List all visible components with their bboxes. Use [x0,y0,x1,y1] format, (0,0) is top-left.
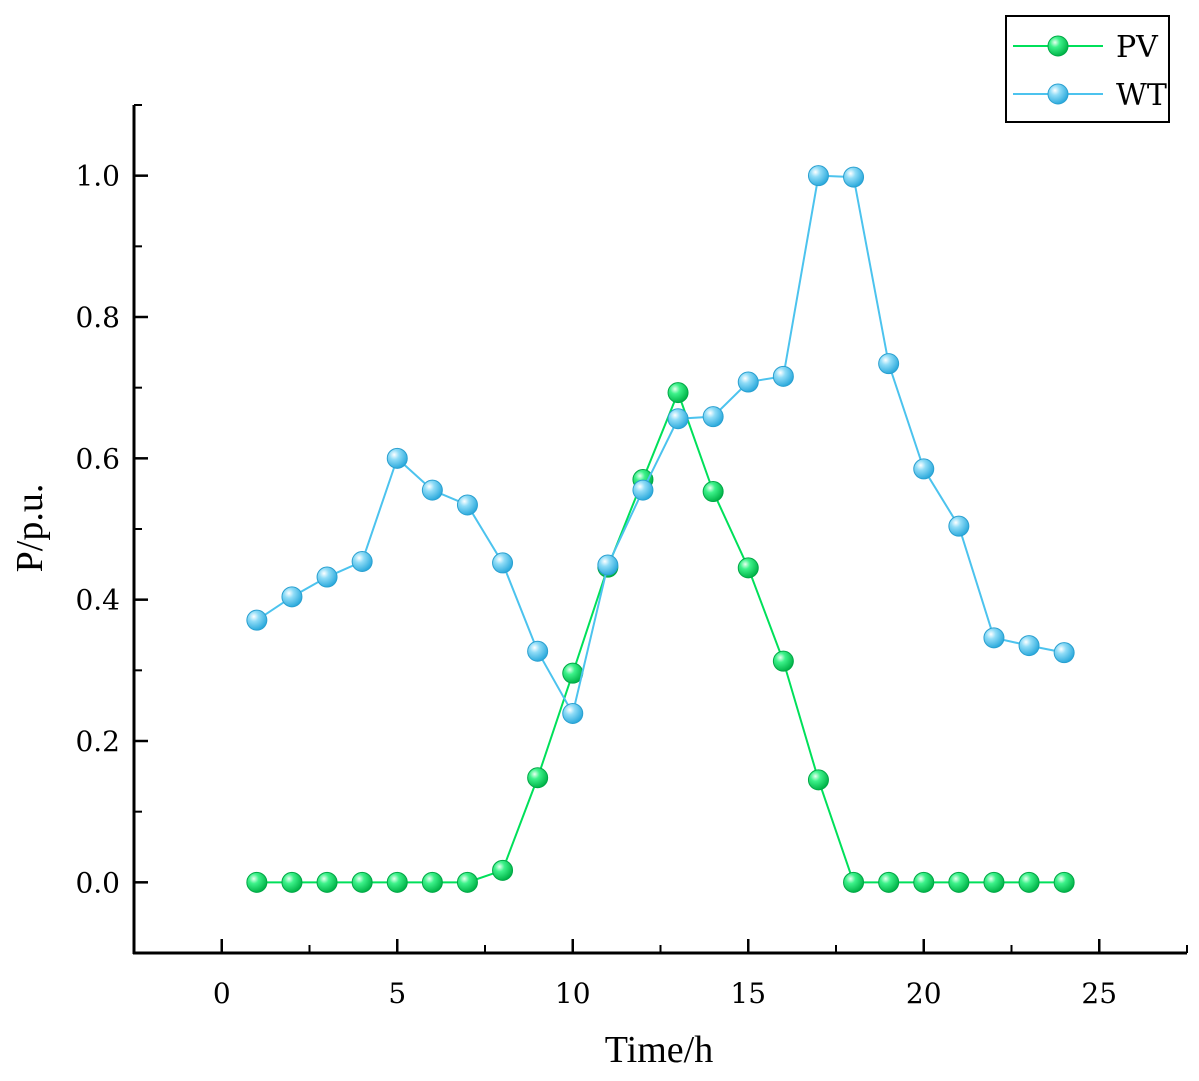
data-point-wt [878,353,900,375]
legend-label-pv: PV [1116,30,1159,65]
data-point-pv [386,871,408,893]
series-line-pv [256,389,1065,884]
y-axis-title: P/p.u. [9,484,51,573]
data-point-wt [632,479,654,501]
data-point-wt [527,640,549,662]
x-tick-label: 0 [213,977,231,1010]
data-point-pv [913,871,935,893]
data-point-wt [316,566,338,588]
y-tick-label: 0.2 [75,725,120,758]
axes: 0 5 10 15 20 25 0.0 0.2 0.4 0.6 0.8 1.0 [75,104,1188,1010]
y-tick-label: 1.0 [75,160,120,193]
legend-marker-pv [1047,35,1069,57]
data-point-wt [492,552,514,574]
data-point-pv [281,871,303,893]
data-point-wt [807,165,829,187]
data-point-pv [527,767,549,789]
y-tick-label: 0.4 [75,584,120,617]
data-point-pv [1053,871,1075,893]
data-point-pv [667,382,689,404]
legend-label-wt: WT [1116,78,1167,113]
data-point-pv [351,871,373,893]
series-line-wt [256,174,1065,717]
y-tick-label: 0.0 [75,866,120,899]
data-point-wt [456,494,478,516]
y-tick-label: 0.6 [75,442,120,475]
data-point-wt [948,515,970,537]
series-pv [246,382,1075,893]
data-point-wt [667,408,689,430]
data-point-pv [807,769,829,791]
data-point-wt [737,371,759,393]
data-point-wt [983,627,1005,649]
series-layer [246,165,1075,893]
x-tick-label: 20 [906,977,942,1010]
data-point-wt [597,554,619,576]
data-point-pv [737,557,759,579]
x-tick-label: 10 [555,977,591,1010]
data-point-wt [562,702,584,724]
data-point-pv [492,859,514,881]
data-point-wt [913,458,935,480]
data-point-wt [421,479,443,501]
data-point-pv [843,871,865,893]
data-point-wt [843,166,865,188]
data-point-pv [948,871,970,893]
legend-box [1005,15,1170,123]
data-point-wt [702,406,724,428]
data-point-wt [281,586,303,608]
data-point-wt [1053,642,1075,664]
legend: PV WT [1005,15,1170,123]
data-point-pv [316,871,338,893]
series-wt [246,165,1075,724]
x-tick-label: 25 [1081,977,1117,1010]
data-point-pv [772,650,794,672]
x-tick-label: 15 [730,977,766,1010]
x-tick-label: 5 [388,977,406,1010]
y-tick-label: 0.8 [75,301,120,334]
data-point-pv [702,481,724,503]
data-point-pv [246,871,268,893]
data-point-pv [983,871,1005,893]
data-point-pv [1018,871,1040,893]
data-point-wt [386,447,408,469]
data-point-wt [351,551,373,573]
data-point-pv [456,871,478,893]
x-axis-title: Time/h [605,1029,713,1071]
data-point-wt [772,365,794,387]
data-point-wt [246,609,268,631]
data-point-pv [421,871,443,893]
data-point-wt [1018,635,1040,657]
data-point-pv [878,871,900,893]
legend-marker-wt [1047,83,1069,105]
